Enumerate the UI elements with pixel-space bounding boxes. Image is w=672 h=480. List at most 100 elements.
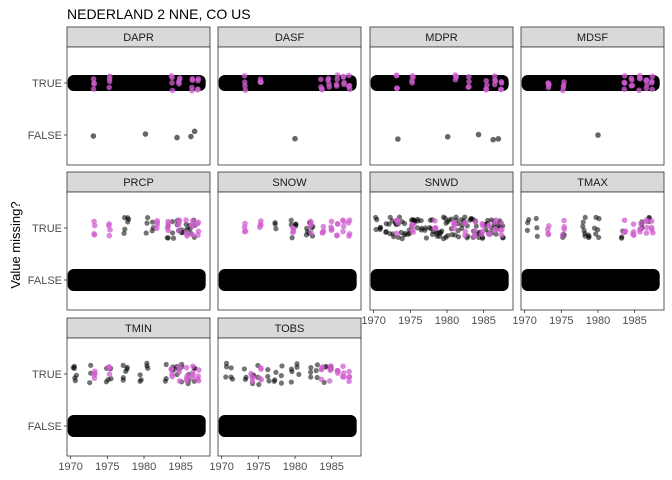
data-point-true [596,234,602,241]
highlight-point-true [340,370,347,376]
highlight-point-true [561,217,567,224]
highlight-point-true [241,228,248,235]
data-point-true [278,373,284,379]
false-points-band [67,415,206,437]
highlight-point-true [498,80,505,86]
highlight-point-true [91,375,98,382]
highlight-point-true [628,77,635,83]
highlight-point-true [184,229,190,235]
highlight-point-true [345,220,352,226]
highlight-point-true [546,82,552,88]
data-point-true [308,369,314,375]
highlight-point-true [637,75,643,82]
data-point-false [142,131,149,137]
highlight-point-true [183,217,189,223]
panel-border [217,337,362,457]
highlight-point-true [638,220,644,227]
data-point-true [374,217,380,223]
facet-strip-label: SNOW [272,177,307,189]
data-point-true [272,220,278,226]
highlight-point-true [453,73,459,80]
highlight-point-true [648,226,655,233]
true-points-band [67,75,206,91]
data-point-true [288,379,294,385]
x-tick-label: 1985 [319,461,343,473]
highlight-point-true [334,72,341,78]
highlight-point-true [643,85,650,92]
data-point-false [188,133,194,140]
highlight-point-true [319,87,325,93]
highlight-point-true [644,224,650,231]
data-point-false [90,133,97,139]
highlight-point-true [183,364,190,371]
data-point-true [108,376,114,382]
facet-tobs: TOBS 1970 1975 1980 1985 [209,317,362,473]
highlight-point-true [466,78,472,85]
highlight-point-true [451,219,458,226]
data-point-true [453,214,459,220]
highlight-point-true [498,226,505,233]
facet-strip-label: DASF [275,32,305,44]
highlight-point-true [91,231,97,237]
highlight-point-true [189,84,195,91]
facet-strip-label: SNWD [425,177,459,189]
highlight-point-true [257,364,264,371]
highlight-point-true [318,76,324,83]
highlight-point-true [106,232,113,239]
highlight-point-true [326,378,333,384]
data-point-true [137,378,143,384]
y-tick-label: TRUE [32,223,62,235]
highlight-point-true [168,366,175,372]
highlight-point-true [621,79,628,86]
highlight-point-true [631,232,637,239]
highlight-point-true [106,75,113,82]
highlight-point-true [169,371,175,378]
highlight-point-true [346,72,352,79]
highlight-point-true [189,218,196,224]
data-point-true [386,221,392,227]
highlight-point-true [175,222,182,228]
facet-snwd: SNWD 1970 1975 1980 1985 [361,171,514,327]
data-point-true [422,225,429,231]
data-point-true [120,377,126,383]
panel-border [369,191,514,311]
data-point-true [429,231,436,237]
highlight-point-true [242,83,248,89]
highlight-point-true [466,73,472,80]
data-point-true [278,380,285,386]
chart-title: NEDERLAND 2 NNE, CO US [67,6,251,22]
data-point-true [427,225,433,231]
highlight-point-true [328,218,335,225]
data-point-true [70,364,76,371]
data-point-true [524,227,530,233]
highlight-point-true [451,225,458,232]
highlight-point-true [308,229,314,236]
panel-border [520,46,665,166]
data-point-true [145,215,151,221]
highlight-point-true [189,231,196,238]
facet-strip-label: TMIN [125,323,152,335]
data-point-true [533,215,539,222]
data-point-true [137,372,143,378]
highlight-point-true [242,87,249,94]
highlight-point-true [560,232,566,238]
data-point-true [582,214,588,221]
panel-border [217,46,362,166]
highlight-point-true [318,376,325,383]
data-point-true [228,374,234,380]
highlight-point-true [90,86,97,92]
facet-tmin: TMIN FALSE TRUE 1970 1975 1980 1985 [28,317,211,473]
data-point-true [580,223,586,229]
facet-strip-label: DAPR [123,32,154,44]
highlight-point-true [560,84,567,90]
data-point-false [174,134,180,141]
highlight-point-true [432,225,438,232]
highlight-point-true [432,217,438,224]
facet-strip-label: MDSF [577,32,608,44]
facet-strip-label: PRCP [123,177,154,189]
facet-snow: SNOW [217,171,362,311]
facet-dasf: DASF [217,26,362,166]
highlight-point-true [466,84,472,90]
highlight-point-true [643,217,650,223]
data-point-true [121,230,127,236]
